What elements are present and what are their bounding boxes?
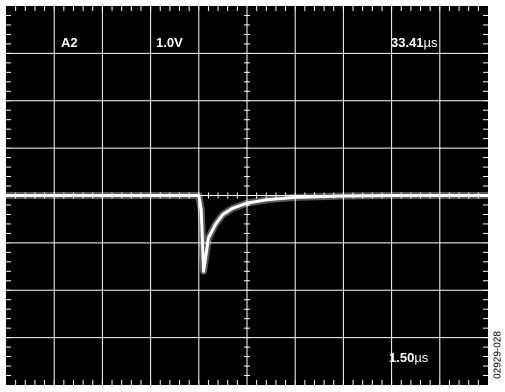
time-per-div-value: 1.50 [389,350,415,365]
oscilloscope-screen: A2 1.0V 33.41µs 1.50µs [6,6,488,385]
trace-line [6,194,488,273]
volts-per-div-label: 1.0V [156,35,183,50]
time-per-div-unit: µs [414,350,429,365]
time-readout-value: 33.41 [391,35,424,50]
time-per-div-label: 1.50µs [389,351,428,364]
figure-code-text: 02929-028 [492,331,504,379]
figure-code: 02929-028 [491,325,505,385]
plot-area [6,6,488,385]
time-readout-unit: µs [423,35,438,50]
time-readout-label: 33.41µs [391,36,438,49]
channel-label: A2 [61,35,78,50]
